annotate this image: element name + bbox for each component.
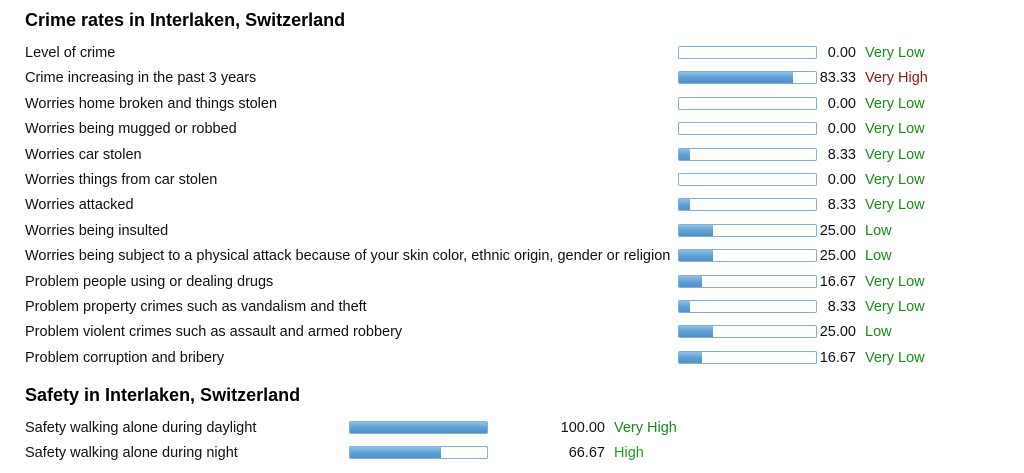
rating-label: Very Low [865,349,925,366]
bar-track [678,71,817,85]
table-row: Worries attacked 8.33 Very Low [0,195,1024,215]
row-value: 100.00 [560,420,605,436]
row-label: Problem property crimes such as vandalis… [25,299,367,315]
table-row: Crime increasing in the past 3 years 83.3… [0,68,1024,88]
bar-track [678,249,817,263]
rating-label: Low [865,248,892,265]
table-row: Problem violent crimes such as assault a… [0,322,1024,342]
rating-label: Very Low [865,45,925,61]
rating-label: Low [865,222,892,239]
safety-section-title: Safety in Interlaken, Switzerland [25,385,301,405]
rating-label: Very Low [865,146,925,163]
table-row: Worries car stolen 8.33 Very Low [0,145,1024,165]
crime-section-title: Crime rates in Interlaken, Switzerland [25,10,346,30]
bar-track [678,300,817,313]
table-row: Problem people using or dealing drugs 16.… [0,272,1024,292]
rating-label: Very Low [865,299,925,315]
bar-track [678,325,817,339]
table-row: Worries home broken and things stolen 0.0… [0,94,1024,114]
row-value: 25.00 [819,324,856,341]
bar-fill [679,72,794,84]
table-row: Problem property crimes such as vandalis… [0,297,1024,317]
table-row: Worries being subject to a physical atta… [0,246,1024,266]
row-label: Worries home broken and things stolen [25,95,278,112]
table-row: Problem corruption and bribery 16.67 Very … [0,348,1024,368]
row-value: 25.00 [819,248,856,265]
bar-fill [350,447,442,459]
row-value: 8.33 [827,299,856,315]
bar-fill [679,199,691,211]
row-value: 0.00 [827,121,856,138]
row-label: Problem corruption and bribery [25,349,225,366]
bar-fill [679,224,714,236]
row-label: Level of crime [25,45,116,61]
bar-track [678,96,817,110]
row-value: 16.67 [819,273,856,290]
bar-track [678,350,817,364]
row-label: Worries being subject to a physical atta… [25,248,671,265]
row-label: Problem people using or dealing drugs [25,273,274,290]
rating-label: Low [865,324,892,341]
row-value: 8.33 [827,146,856,163]
table-row: Worries things from car stolen 0.00 Very L… [0,170,1024,190]
bar-track [349,421,488,434]
bar-fill [350,422,487,433]
bar-track [678,274,817,288]
table-row: Safety walking alone during daylight 100.… [0,418,1024,438]
row-label: Worries car stolen [25,146,142,163]
bar-track [678,147,817,161]
rating-label: Very High [865,70,928,87]
bar-track [678,223,817,237]
row-label: Worries attacked [25,197,134,214]
row-value: 66.67 [568,445,605,462]
row-value: 0.00 [827,95,856,112]
row-value: 0.00 [827,172,856,188]
row-label: Crime increasing in the past 3 years [25,70,257,87]
rating-label: Very Low [865,197,925,214]
rating-label: Very Low [865,121,925,138]
table-row: Worries being insulted 25.00 Low [0,221,1024,241]
rating-label: High [614,445,644,462]
bar-fill [679,250,714,262]
bar-fill [679,275,702,287]
table-row: Worries being mugged or robbed 0.00 Very L… [0,119,1024,139]
row-label: Problem violent crimes such as assault a… [25,324,403,341]
bar-fill [679,301,691,312]
row-label: Worries being insulted [25,222,169,239]
table-row: Safety walking alone during night 66.67 Hi… [0,443,1024,463]
row-value: 25.00 [819,222,856,239]
row-value: 8.33 [827,197,856,214]
rating-label: Very High [614,420,677,436]
row-label: Safety walking alone during daylight [25,420,257,436]
table-row: Level of crime 0.00 Very Low [0,43,1024,63]
rating-label: Very Low [865,172,925,188]
bar-fill [679,148,691,160]
rating-label: Very Low [865,273,925,290]
rating-label: Very Low [865,95,925,112]
bar-fill [679,326,714,338]
row-label: Worries things from car stolen [25,172,218,188]
row-label: Worries being mugged or robbed [25,121,237,138]
row-value: 0.00 [827,45,856,61]
bar-track [349,446,488,460]
bar-track [678,46,817,59]
row-label: Safety walking alone during night [25,445,238,462]
row-value: 16.67 [819,349,856,366]
bar-fill [679,351,702,363]
row-value: 83.33 [819,70,856,87]
bar-track [678,122,817,136]
bar-track [678,198,817,212]
bar-track [678,173,817,186]
